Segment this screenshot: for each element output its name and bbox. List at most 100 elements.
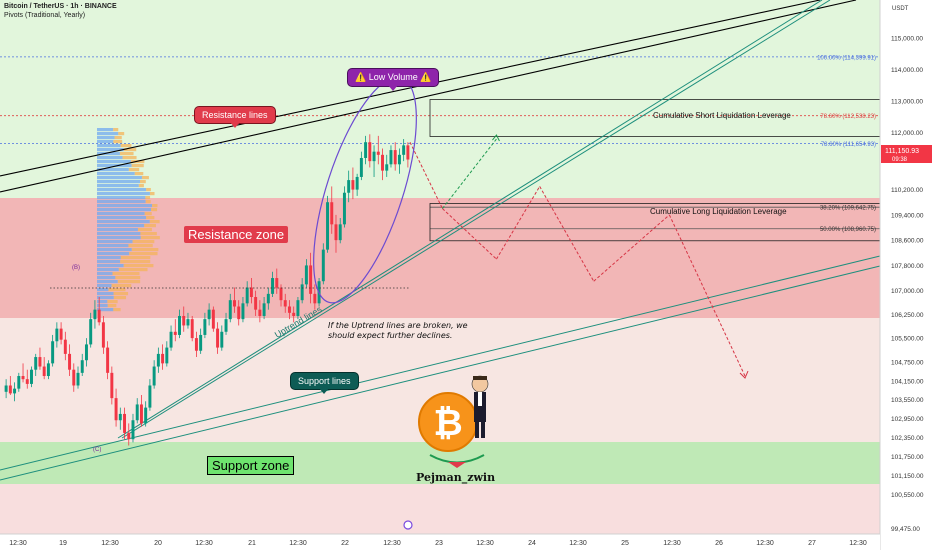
breakdown-note: If the Uptrend lines are broken, we shou… xyxy=(328,321,468,341)
candle-body xyxy=(76,372,80,386)
candle-body xyxy=(63,339,67,354)
candle-body xyxy=(330,202,334,225)
uptrend-line xyxy=(121,0,831,439)
candle-body xyxy=(283,300,287,307)
candle-body xyxy=(313,293,317,304)
support-zone-label: Support zone xyxy=(207,456,295,475)
price-tick-label: 109,400.00 xyxy=(891,212,924,219)
volume-bar xyxy=(113,128,119,132)
volume-bar xyxy=(97,308,114,312)
volume-bar xyxy=(97,304,108,308)
volume-bar xyxy=(145,200,151,204)
price-axis[interactable] xyxy=(880,0,932,550)
candle-body xyxy=(304,265,308,285)
time-axis[interactable] xyxy=(0,534,880,550)
price-tick-label: 114,000.00 xyxy=(891,67,923,74)
volume-bar xyxy=(97,272,113,276)
volume-bar xyxy=(97,212,145,216)
candle-body xyxy=(254,297,258,310)
candle-body xyxy=(21,376,25,380)
breakdown-note-line2: should expect further declines. xyxy=(328,331,453,340)
projection-down-segment xyxy=(593,214,670,282)
volume-bar xyxy=(111,284,132,288)
candle-body xyxy=(211,309,215,329)
candle-body xyxy=(89,319,93,345)
resistance-trendline xyxy=(0,0,857,193)
time-tick-label: 12:30 xyxy=(9,540,27,547)
volume-bar xyxy=(97,172,135,176)
svg-text:₿: ₿ xyxy=(433,403,462,444)
volume-bar xyxy=(97,216,147,220)
candle-body xyxy=(97,309,101,323)
candlesticks xyxy=(4,134,410,446)
candle-body xyxy=(241,303,245,320)
candle-body xyxy=(351,180,355,190)
candle-body xyxy=(169,331,173,348)
price-tick-label: 99,475.00 xyxy=(891,526,920,533)
fib-label: 38.20% (109,642.75) xyxy=(820,206,876,212)
volume-bar xyxy=(144,212,152,216)
candle-body xyxy=(190,319,194,339)
candle-body xyxy=(258,309,262,316)
candle-body xyxy=(296,300,300,316)
candle-body xyxy=(144,407,148,424)
short-liquidation-label: Cumulative Short Liquidation Leverage xyxy=(653,111,791,120)
fib-levels: 100.00% (114,399.91) 78.60% (112,538.23) 7… xyxy=(0,55,880,233)
candle-body xyxy=(38,357,42,367)
volume-bar xyxy=(97,176,142,180)
candle-body xyxy=(51,341,55,364)
wave-c-label: (C) xyxy=(93,447,102,453)
volume-bar xyxy=(123,148,137,152)
candle-body xyxy=(194,338,198,351)
price-tick-label: 112,000.00 xyxy=(891,130,923,137)
candle-body xyxy=(135,404,139,421)
candle-body xyxy=(13,388,17,394)
indicator-legend[interactable]: Pivots (Traditional, Yearly) xyxy=(4,12,86,19)
candle-body xyxy=(359,157,363,177)
candle-body xyxy=(114,398,118,421)
volume-bar xyxy=(120,260,151,264)
candle-body xyxy=(287,306,291,313)
candle-body xyxy=(338,224,342,241)
volume-bar xyxy=(140,236,160,240)
time-tick-label: 27 xyxy=(808,540,816,547)
candle-body xyxy=(42,366,46,377)
time-tick-label: 12:30 xyxy=(289,540,307,547)
volume-bar xyxy=(97,156,123,160)
support-lines-callout: Support lines xyxy=(290,372,359,394)
candle-body xyxy=(131,420,135,440)
volume-bar xyxy=(120,256,151,260)
volume-bar xyxy=(113,308,121,312)
volume-bar xyxy=(114,136,122,140)
volume-bar xyxy=(149,192,155,196)
volume-bar xyxy=(141,176,149,180)
candle-body xyxy=(25,379,29,384)
candle-body xyxy=(245,287,249,304)
time-tick-label: 21 xyxy=(248,540,256,547)
event-marker-icon[interactable] xyxy=(403,520,413,530)
volume-bar xyxy=(97,136,115,140)
price-tick-label: 110,200.00 xyxy=(891,187,923,194)
candle-body xyxy=(30,369,33,384)
candle-body xyxy=(271,278,275,294)
volume-bar xyxy=(146,216,155,220)
projection-up-arrowhead xyxy=(492,134,500,142)
candle-countdown: 09:38 xyxy=(892,157,908,163)
volume-bar xyxy=(140,180,146,184)
price-tick-label: 108,600.00 xyxy=(891,238,924,245)
candle-body xyxy=(216,328,220,348)
breakdown-note-line1: If the Uptrend lines are broken, we xyxy=(328,321,468,330)
candle-body xyxy=(402,145,406,155)
projection-paths xyxy=(409,134,749,379)
candle-body xyxy=(220,331,224,348)
volume-bar xyxy=(118,132,125,136)
resistance-zone-label: Resistance zone xyxy=(184,226,289,243)
candle-body xyxy=(309,265,313,294)
price-tick-label: 106,250.00 xyxy=(891,312,924,319)
volume-bar xyxy=(97,280,118,284)
time-tick-label: 23 xyxy=(435,540,443,547)
volume-bar xyxy=(97,292,114,296)
candle-body xyxy=(262,303,266,316)
candle-body xyxy=(224,319,228,332)
